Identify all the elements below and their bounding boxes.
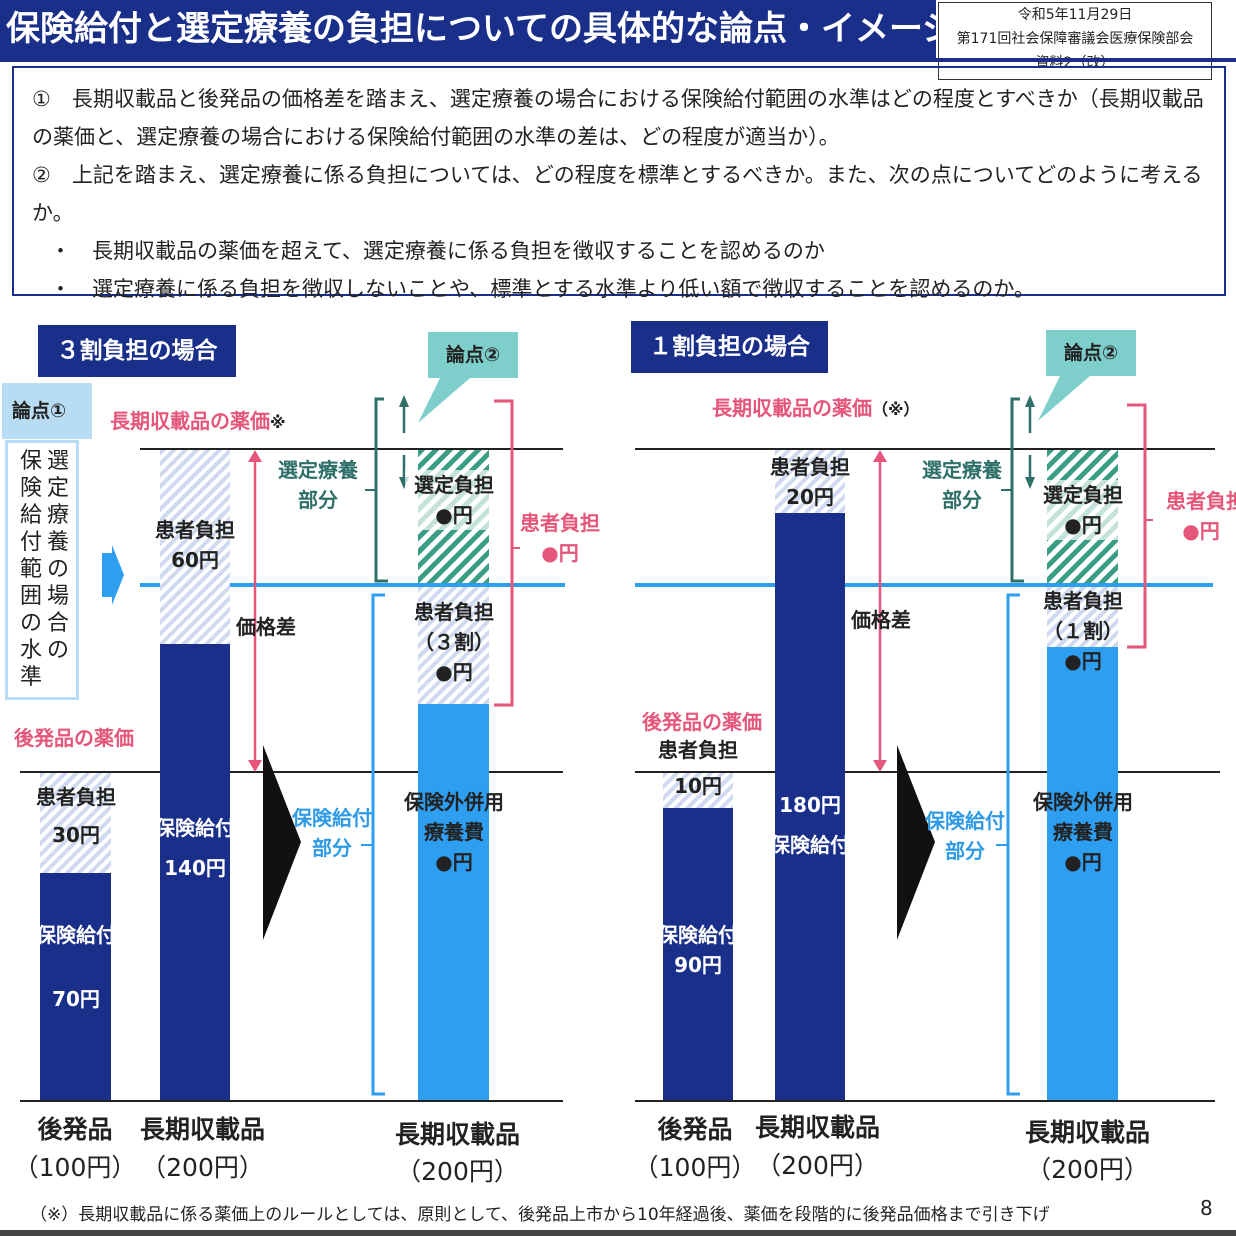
left-price-gap-arrow — [248, 450, 262, 772]
right-line-level — [635, 583, 1213, 587]
left-long-price-text: 長期収載品の薬価 — [110, 409, 270, 433]
left-xlabel-long: 長期収載品 — [139, 1115, 265, 1144]
right-ronten2-pointer — [1038, 376, 1090, 421]
left-xlabel-generic: 後発品 — [37, 1115, 113, 1144]
ronten1-text-col1: 保険給付範囲の水準 — [19, 449, 42, 690]
ronten1-box: 選定療養の場合の 保険給付範囲の水準 — [5, 440, 79, 700]
left-ronten2-label: 論点② — [428, 332, 518, 378]
right-long-price-mark: （※） — [872, 400, 920, 419]
right-generic-benefit-label: 保険給付 90円 — [658, 923, 738, 977]
footnote: （※）長期収載品に係る薬価上のルールとしては、原則として、後発品上市から10年経… — [30, 1205, 1050, 1225]
left-combined-bar — [418, 704, 489, 1100]
left-patient3-bar — [418, 587, 489, 704]
left-line-level — [140, 583, 565, 587]
left-section-title: ３割負担の場合 — [38, 325, 236, 377]
left-generic-benefit-label: 保険給付 70円 — [36, 923, 116, 1011]
right-long-price-label: 長期収載品の薬価（※） — [712, 392, 920, 421]
left-combined-label: 保険外併用 療養費 ●円 — [404, 790, 504, 874]
left-long-benefit-label: 保険給付 140円 — [155, 816, 235, 880]
ronten1-text-col2: 選定療養の場合の — [46, 449, 69, 663]
bottom-rule — [0, 1230, 1236, 1236]
right-xvalue-long: （200円） — [756, 1151, 879, 1180]
right-long-benefit-bar — [775, 513, 845, 1100]
left-generic-benefit-bar — [40, 873, 111, 1100]
left-ronten2-pointer — [418, 378, 470, 423]
right-xvalue-long-selected: （200円） — [1026, 1155, 1149, 1184]
right-generic-patient-bar — [663, 773, 733, 808]
page-title: 保険給付と選定療養の負担についての具体的な論点・イメージ — [0, 0, 936, 58]
left-xlabel-long-selected: 長期収載品 — [394, 1120, 520, 1149]
right-combined-label: 保険外併用 療養費 ●円 — [1033, 790, 1133, 874]
page-number: 8 — [1200, 1196, 1213, 1220]
left-selected-bracket — [365, 395, 409, 583]
left-long-benefit-bar — [160, 644, 230, 1100]
left-line-generic — [20, 771, 563, 773]
issue-2: ② 上記を踏まえ、選定療養に係る負担については、どの程度を標準とするべきか。また… — [32, 163, 1203, 225]
right-line-base — [635, 1100, 1215, 1102]
meeting-name: 第171回社会保障審議会医療保険部会 — [956, 31, 1194, 47]
left-transition-arrow — [263, 745, 301, 940]
left-selected-part-label: 選定療養 部分 — [278, 458, 358, 512]
right-patient-total-label: 患者負担 ●円 — [1166, 489, 1236, 543]
right-section-title: １割負担の場合 — [631, 321, 828, 373]
issue-1: ① 長期収載品と後発品の価格差を踏まえ、選定療養の場合における保険給付範囲の水準… — [32, 87, 1204, 149]
issue-bullet-1: ・ 長期収載品の薬価を超えて、選定療養に係る負担を徴収することを認めるのか — [50, 239, 825, 263]
left-generic-patient-bar — [40, 773, 111, 873]
right-xlabel-long-selected: 長期収載品 — [1024, 1118, 1150, 1147]
left-xvalue-generic: （100円） — [13, 1153, 137, 1182]
left-generic-patient-label: 患者負担 30円 — [36, 785, 116, 847]
right-long-patient-bar — [775, 450, 845, 513]
left-patient-total-bracket — [494, 399, 520, 707]
left-long-price-mark: ※ — [270, 413, 286, 432]
right-patient-total-bracket — [1127, 403, 1153, 649]
left-long-patient-label: 患者負担 60円 — [155, 518, 235, 572]
right-line-generic — [635, 771, 1220, 773]
left-hoken-bracket — [361, 593, 385, 1096]
left-hoken-part-label: 保険給付 部分 — [292, 806, 372, 860]
issues-box: ① 長期収載品と後発品の価格差を踏まえ、選定療養の場合における保険給付範囲の水準… — [12, 66, 1226, 301]
right-ronten2-label: 論点② — [1046, 330, 1136, 376]
left-line-top — [140, 448, 563, 450]
left-long-price-label: 長期収載品の薬価※ — [110, 405, 286, 434]
right-selected-bracket — [1001, 395, 1035, 583]
left-generic-price-label: 後発品の薬価 — [14, 726, 134, 750]
left-xvalue-long-selected: （200円） — [396, 1157, 519, 1186]
left-long-patient-bar — [160, 450, 230, 644]
right-hoken-part-label: 保険給付 部分 — [925, 809, 1005, 863]
left-patient-total-label: 患者負担 ●円 — [520, 511, 600, 565]
right-generic-patient-label: 患者負担 10円 — [658, 738, 738, 798]
title-rule — [0, 58, 1236, 62]
issue-bullet-2: ・ 選定療養に係る負担を徴収しないことや、標準とする水準より低い額で徴収すること… — [50, 277, 1035, 301]
meeting-date: 令和5年11月29日 — [1017, 7, 1133, 23]
right-xvalue-generic: （100円） — [633, 1153, 757, 1182]
right-xlabel-long: 長期収載品 — [754, 1113, 880, 1142]
ronten1-label: 論点① — [2, 383, 92, 439]
right-generic-price-label: 後発品の薬価 — [642, 710, 762, 734]
right-long-benefit-label: 180円 保険給付 — [770, 793, 850, 857]
right-long-price-text: 長期収載品の薬価 — [712, 396, 872, 420]
right-selected-part-label: 選定療養 部分 — [922, 458, 1002, 512]
right-price-gap-label: 価格差 — [851, 608, 911, 632]
left-patient3-label: 患者負担 （３割） ●円 — [414, 600, 494, 684]
ronten1-arrow-icon — [102, 545, 124, 605]
left-selected-burden-label: 選定負担 ●円 — [405, 470, 503, 530]
right-patient1-bar — [1047, 587, 1118, 647]
right-combined-bar — [1047, 647, 1118, 1100]
right-selected-burden-label: 選定負担 ●円 — [1034, 480, 1132, 540]
right-price-gap-arrow — [873, 450, 887, 772]
right-generic-benefit-bar — [663, 808, 733, 1100]
left-line-base — [20, 1100, 563, 1102]
right-line-top — [635, 448, 1215, 450]
left-price-gap-label: 価格差 — [236, 615, 296, 639]
right-patient1-label: 患者負担 （１割） ●円 — [1043, 589, 1123, 673]
right-long-patient-label: 患者負担 20円 — [770, 455, 850, 509]
right-xlabel-generic: 後発品 — [657, 1115, 733, 1144]
right-hoken-bracket — [996, 593, 1020, 1096]
right-transition-arrow — [897, 745, 935, 940]
left-xvalue-long: （200円） — [141, 1153, 264, 1182]
